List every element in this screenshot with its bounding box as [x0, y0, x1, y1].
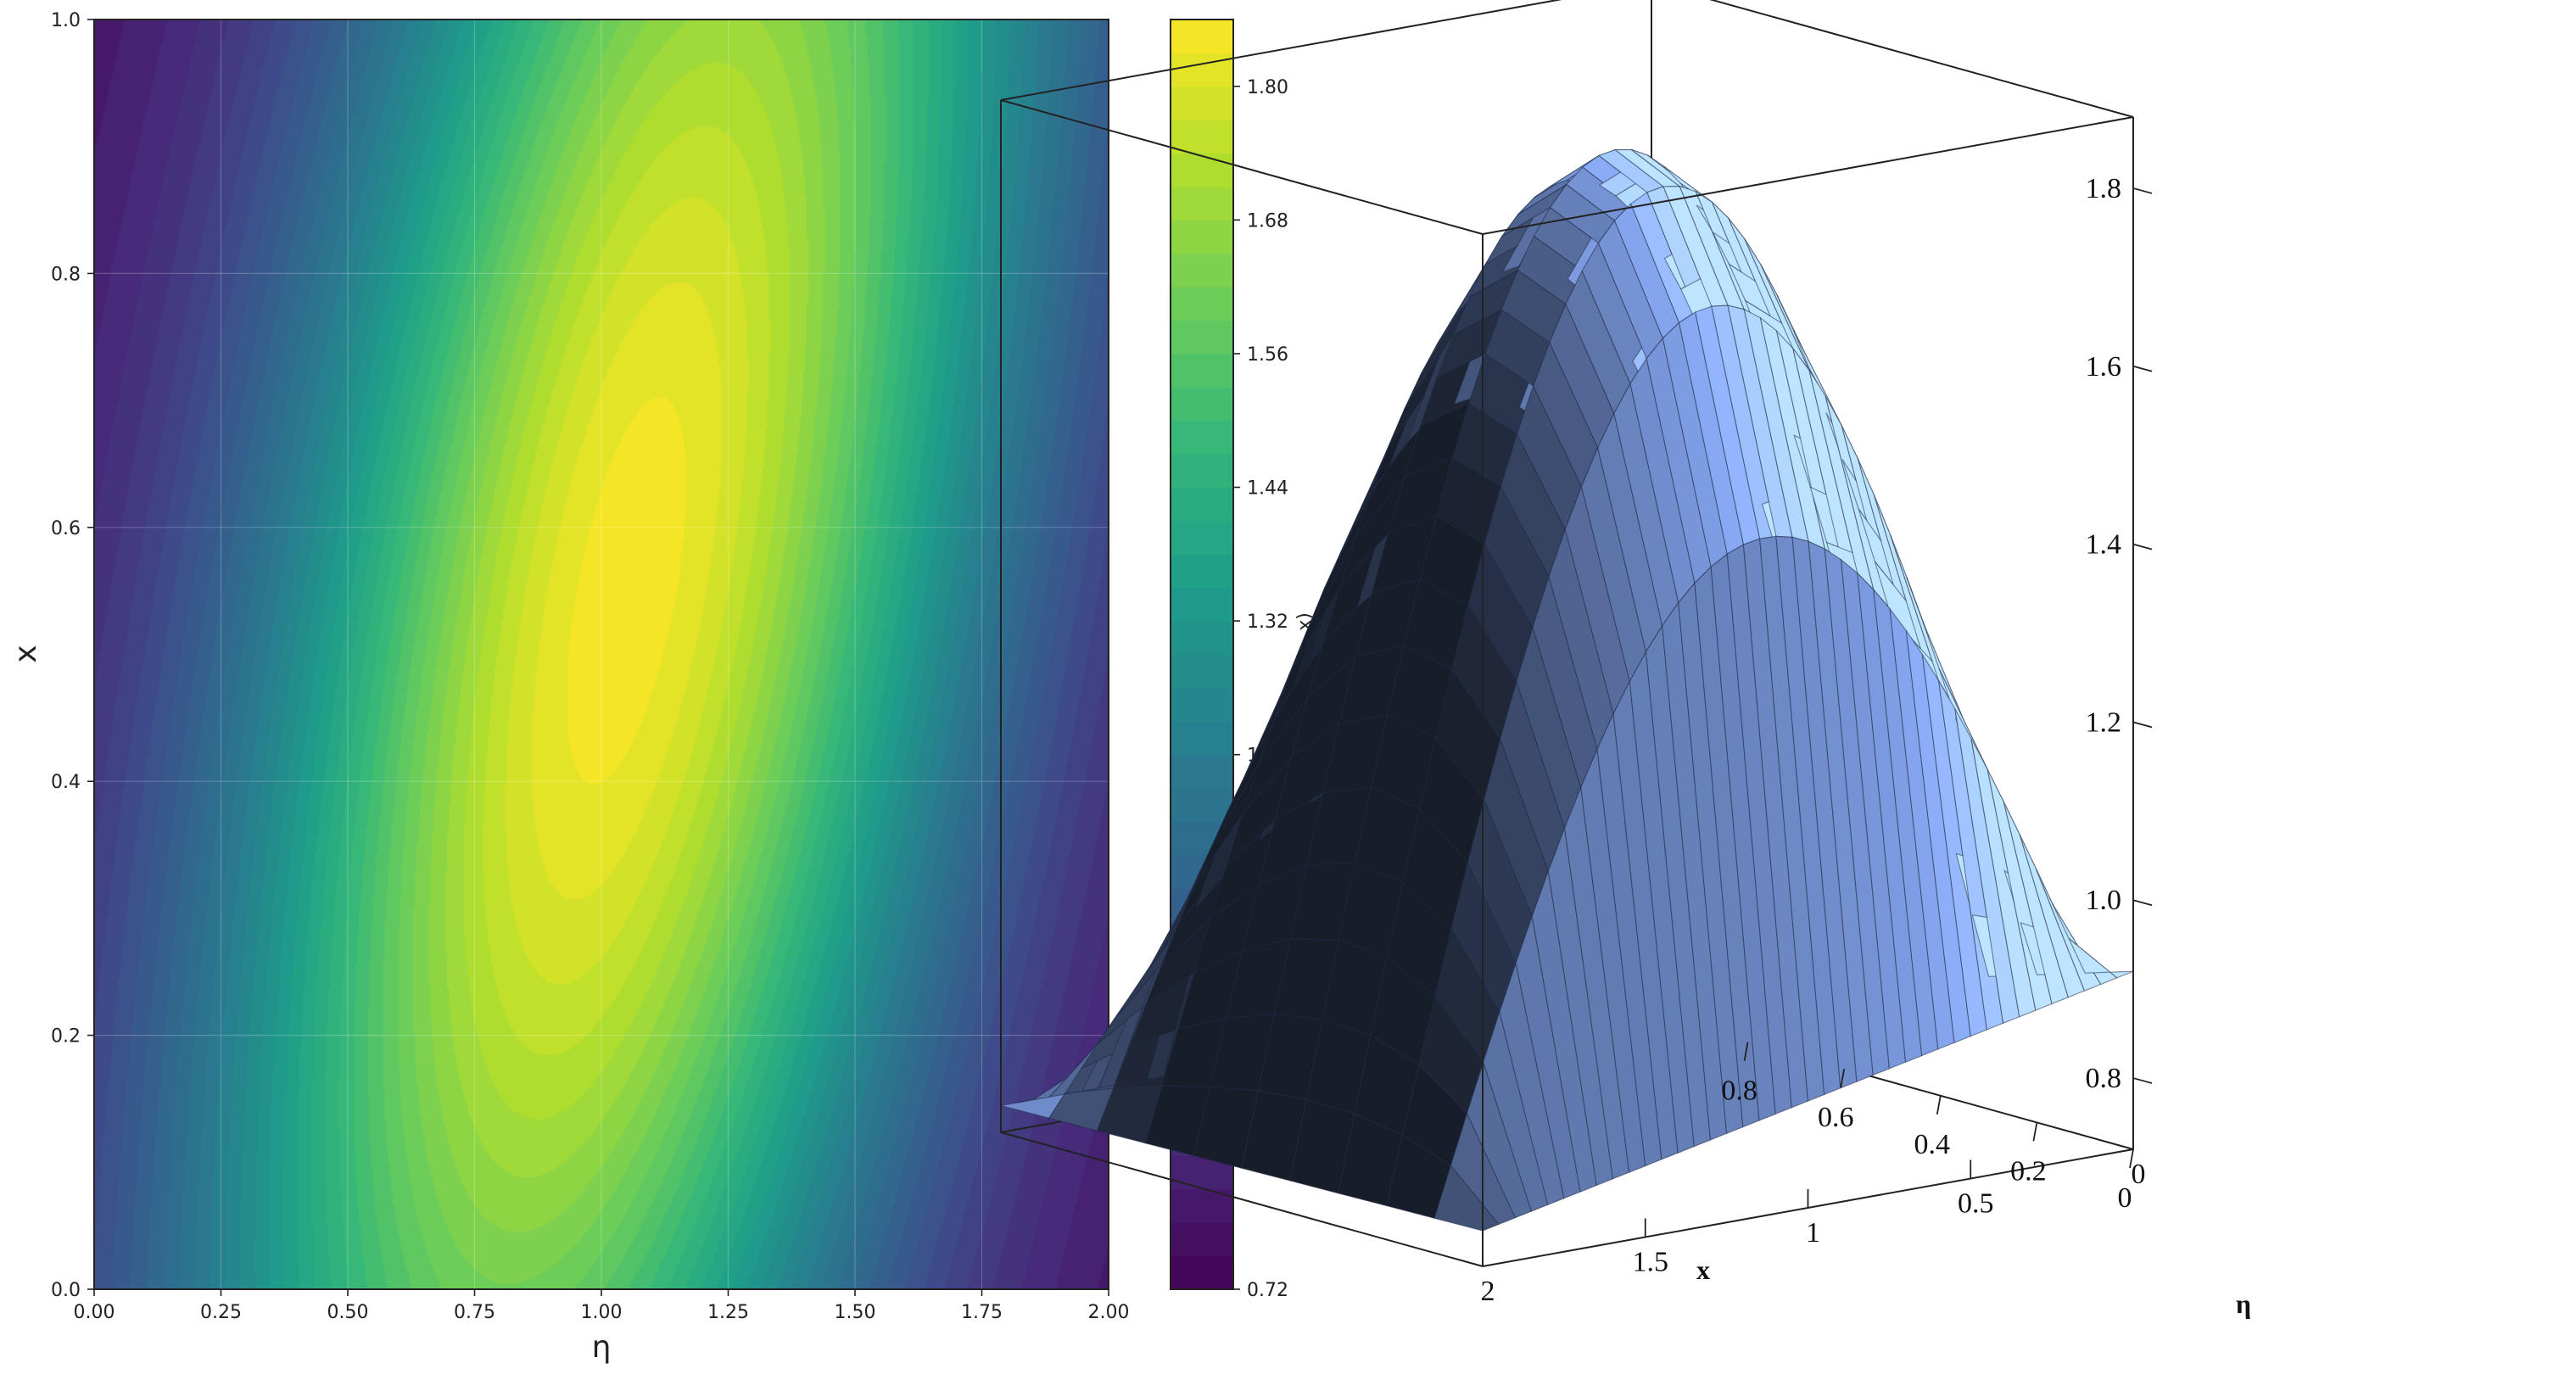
contour-fill [94, 20, 1109, 1289]
eta-tick-label: 1.5 [1633, 1247, 1669, 1278]
colorbar-band [1171, 253, 1233, 288]
colorbar-band [1171, 86, 1233, 120]
eta-tick-label: 0 [2132, 1159, 2146, 1190]
colorbar-band [1171, 520, 1233, 555]
colorbar-band [1171, 487, 1233, 522]
x-tick-label: 1.25 [707, 1302, 749, 1323]
colorbar-band [1171, 387, 1233, 422]
box-edge [1000, 1131, 1484, 1267]
x-tick-label: 0.75 [454, 1302, 495, 1323]
x-tick-label: 0.2 [2010, 1155, 2047, 1187]
colorbar-band [1171, 186, 1233, 221]
colorbar-band [1171, 454, 1233, 489]
colorbar-band [1171, 621, 1233, 656]
contour-x-axis-label: η [592, 1330, 612, 1365]
colorbar-band [1171, 353, 1233, 388]
z-tick-label: 1.4 [2086, 529, 2122, 561]
box-edge [1000, 0, 1562, 101]
colorbar: 0.720.840.961.081.201.321.441.561.681.80… [1170, 19, 1316, 1301]
colorbar-bands [1171, 20, 1233, 1290]
y-tick-label: 0.6 [51, 518, 81, 539]
surface-facet [2068, 937, 2134, 979]
colorbar-band [1171, 20, 1233, 53]
colorbar-band [1171, 120, 1233, 154]
surface-x-axis-label: x [1696, 1254, 1710, 1285]
surface-eta-axis-label: η [2236, 1288, 2251, 1319]
z-tick-mark [2132, 1077, 2153, 1084]
eta-tick-label: 2 [1481, 1276, 1495, 1307]
z-tick-label: 1.8 [2086, 173, 2122, 204]
colorbar-band [1171, 554, 1233, 589]
x-tick-label: 1.00 [581, 1302, 623, 1323]
contour-y-axis-label: x [8, 645, 43, 662]
z-tick-mark [2132, 187, 2153, 194]
y-tick-label: 0.0 [51, 1280, 81, 1301]
box-edge [1000, 99, 1484, 235]
colorbar-tick-label: 1.68 [1247, 210, 1288, 232]
box-edge [1482, 116, 2134, 235]
y-tick-label: 0.2 [51, 1026, 81, 1048]
surface-z-ticks: 0.8 1.0 1.2 1.4 1.6 1.8 [2086, 173, 2153, 1094]
colorbar-tick-label: 0.72 [1247, 1280, 1288, 1301]
colorbar-band [1171, 687, 1233, 722]
x-tick-label: 0.50 [327, 1302, 369, 1323]
x-tick-label: 0.00 [74, 1302, 115, 1323]
colorbar-tick-label: 1.80 [1247, 77, 1288, 98]
z-tick-label: 0.8 [2086, 1063, 2122, 1094]
colorbar-band [1171, 721, 1233, 756]
x-tick-label: 1.50 [835, 1302, 876, 1323]
z-tick-mark [2132, 543, 2153, 550]
y-tick-label: 0.4 [51, 772, 81, 793]
surface-mesh [1000, 148, 2134, 1232]
colorbar-band [1171, 420, 1233, 455]
z-tick-mark [2132, 365, 2153, 372]
z-tick-mark [2132, 899, 2153, 907]
colorbar-band [1171, 53, 1233, 87]
x-tick-label: 0.25 [200, 1302, 242, 1323]
x-tick-mark [1743, 1042, 1749, 1061]
colorbar-frame [1170, 19, 1234, 1290]
x-tick-label: 0 [2118, 1182, 2132, 1214]
eta-tick-label: 0.5 [1958, 1188, 1994, 1220]
x-tick-label: 0.6 [1818, 1102, 1854, 1133]
colorbar-band [1171, 320, 1233, 355]
z-tick-label: 1.2 [2086, 707, 2122, 738]
colorbar-tick-label: 1.56 [1247, 344, 1288, 366]
y-tick-label: 0.8 [51, 264, 81, 285]
colorbar-band [1171, 587, 1233, 622]
surface-x-ticks: 0 0.2 0.4 0.6 0.8 [1721, 1042, 2134, 1214]
colorbar-band [1171, 654, 1233, 689]
x-tick-label: 1.75 [961, 1302, 1003, 1323]
colorbar-band [1171, 220, 1233, 254]
x-tick-mark [2129, 1148, 2134, 1169]
colorbar-band [1171, 754, 1233, 789]
colorbar-band [1171, 153, 1233, 187]
x-tick-label: 2.00 [1088, 1302, 1130, 1323]
contour-y-ticks: 0.0 0.2 0.4 0.6 0.8 1.0 [51, 10, 94, 1301]
x-tick-label: 0.8 [1721, 1076, 1757, 1107]
box-edge [1709, 0, 2134, 118]
x-tick-label: 0.4 [1914, 1129, 1951, 1160]
x-tick-mark [2032, 1122, 2038, 1142]
z-tick-label: 1.0 [2086, 885, 2122, 916]
contour-panel: 0.00 0.25 0.50 0.75 1.00 1.25 1.50 1.75 2.00 0.0… [8, 10, 1129, 1365]
z-tick-mark [2132, 721, 2153, 729]
colorbar-band [1171, 287, 1233, 321]
y-tick-label: 1.0 [51, 10, 81, 31]
colorbar-tick-label: 1.44 [1247, 478, 1288, 500]
x-tick-mark [1936, 1095, 1942, 1115]
contour-x-ticks: 0.00 0.25 0.50 0.75 1.00 1.25 1.50 1.75 2.00 [74, 1289, 1130, 1323]
colorbar-band [1171, 1222, 1233, 1257]
colorbar-tick-label: 1.32 [1247, 612, 1288, 633]
surface-eta-ticks: 2 1.5 1 0.5 0 [1481, 1131, 2146, 1307]
colorbar-band [1171, 1255, 1233, 1290]
eta-tick-label: 1 [1806, 1217, 1820, 1249]
x-tick-mark [1840, 1069, 1846, 1088]
surface-panel: 0.8 1.0 1.2 1.4 1.6 1.8 0 0.2 0.4 0.6 0.8 2 1.5 1 0.… [1000, 0, 2251, 1319]
colorbar-band [1171, 788, 1233, 823]
z-tick-label: 1.6 [2086, 351, 2122, 383]
